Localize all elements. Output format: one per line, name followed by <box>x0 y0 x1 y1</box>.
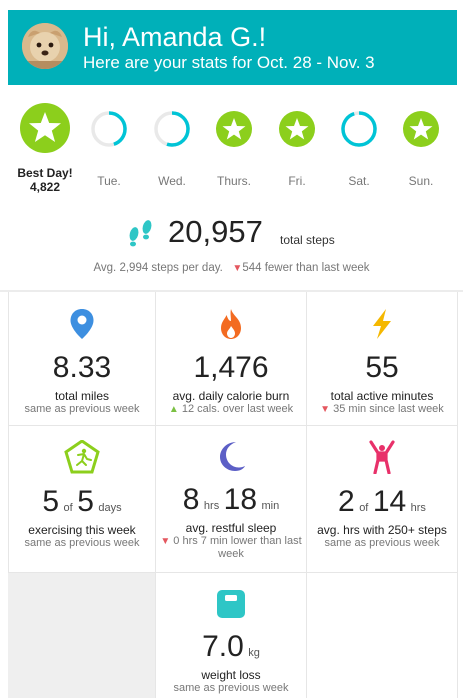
miles-sub: same as previous week <box>24 403 140 415</box>
exercise-badge-icon <box>64 439 100 474</box>
stat-card-miles[interactable]: 8.33 total miles same as previous week <box>8 308 156 416</box>
day-sun[interactable] <box>390 110 452 148</box>
calories-sub: 12 cals. over last week <box>181 403 294 415</box>
best-day-steps: 4,822 <box>29 180 61 194</box>
day-label-thurs: Thurs. <box>216 174 251 188</box>
star-badge-icon <box>20 103 70 153</box>
exercise-label: exercising this week <box>28 523 136 537</box>
grid-divider <box>8 425 457 426</box>
scale-icon <box>217 590 245 618</box>
exercise-value-row: 5 of 5 days <box>8 485 156 519</box>
star-badge-icon <box>216 111 252 147</box>
day-best[interactable] <box>14 102 76 154</box>
day-label-fri: Fri. <box>288 174 306 188</box>
flame-icon <box>221 309 241 339</box>
hourly-steps-sub: same as previous week <box>324 537 440 549</box>
empty-cell <box>8 573 155 698</box>
day-label-sun: Sun. <box>408 174 434 188</box>
steps-summary: Avg. 2,994 steps per day. ▼544 fewer tha… <box>0 262 463 274</box>
progress-ring-icon <box>341 111 377 147</box>
hourly-steps-value: 2 <box>338 485 355 518</box>
star-badge-icon <box>403 111 439 147</box>
greeting-subtitle: Here are your stats for Oct. 28 - Nov. 3 <box>83 53 375 72</box>
best-day-label: Best Day! 4,822 <box>14 166 76 194</box>
calories-label: avg. daily calorie burn <box>172 389 290 403</box>
grid-divider <box>306 292 307 572</box>
day-label-sat: Sat. <box>348 174 370 188</box>
footsteps-icon <box>129 220 152 247</box>
greeting-title: Hi, Amanda G.! <box>83 22 267 52</box>
avg-steps-text: Avg. 2,994 steps per day. <box>93 262 223 274</box>
miles-label: total miles <box>54 389 110 403</box>
sleep-label: avg. restful sleep <box>185 521 277 535</box>
weight-unit: kg <box>248 647 260 659</box>
grid-divider <box>8 292 9 698</box>
avatar[interactable] <box>22 23 68 69</box>
grid-divider <box>8 572 457 573</box>
exercise-goal: 5 <box>77 485 94 518</box>
day-label-wed: Wed. <box>158 174 186 188</box>
location-pin-icon <box>70 309 94 339</box>
hourly-steps-unit: hrs <box>410 502 426 514</box>
stat-card-calories[interactable]: 1,476 avg. daily calorie burn ▲ 12 cals.… <box>157 308 305 416</box>
stat-card-active-minutes[interactable]: 55 total active minutes ▼ 35 min since l… <box>308 308 456 416</box>
weight-value: 7.0 <box>202 630 244 663</box>
active-minutes-label: total active minutes <box>330 389 434 403</box>
sleep-value-row: 8 hrs 18 min <box>157 483 305 517</box>
hourly-steps-label: avg. hrs with 250+ steps <box>317 523 447 537</box>
grid-divider <box>306 573 307 698</box>
exercise-value: 5 <box>42 485 60 518</box>
star-badge-icon <box>279 111 315 147</box>
exercise-unit: days <box>98 502 122 514</box>
trend-down-icon: ▼ <box>320 404 331 415</box>
day-sat[interactable] <box>328 110 390 148</box>
steps-compare-text: 544 fewer than last week <box>242 262 370 274</box>
divider <box>0 290 463 292</box>
total-steps-value: 20,957 <box>168 214 263 249</box>
exercise-sub: same as previous week <box>24 537 140 549</box>
sleep-hours-unit: hrs <box>203 500 220 512</box>
day-thurs[interactable] <box>203 110 265 148</box>
calories-value: 1,476 <box>193 351 269 384</box>
weight-value-row: 7.0 kg <box>157 630 305 664</box>
sleep-sub-row: ▼ 0 hrs 7 min lower than last week <box>157 535 305 561</box>
stat-card-hourly-steps[interactable]: 2 of 14 hrs avg. hrs with 250+ steps sam… <box>308 440 456 550</box>
sleep-sub: 0 hrs 7 min lower than last week <box>173 535 302 560</box>
total-steps-unit: total steps <box>280 233 335 247</box>
active-minutes-value: 55 <box>365 351 399 384</box>
hourly-steps-value-row: 2 of 14 hrs <box>308 485 456 519</box>
miles-value: 8.33 <box>52 351 112 384</box>
grid-divider <box>457 292 458 698</box>
day-wed[interactable] <box>141 110 203 148</box>
grid-divider <box>155 573 156 698</box>
progress-ring-icon <box>154 111 190 147</box>
stat-card-sleep[interactable]: 8 hrs 18 min avg. restful sleep ▼ 0 hrs … <box>157 440 305 561</box>
grid-divider <box>155 292 156 572</box>
trend-down-icon: ▼ <box>160 536 171 547</box>
day-tue[interactable] <box>78 110 140 148</box>
stat-card-exercise[interactable]: 5 of 5 days exercising this week same as… <box>8 439 156 550</box>
active-minutes-sub-row: ▼ 35 min since last week <box>308 403 456 416</box>
best-day-title: Best Day! <box>17 166 73 180</box>
lightning-icon <box>373 309 391 339</box>
stretching-person-icon <box>369 440 395 475</box>
exercise-of: of <box>63 502 73 514</box>
moon-icon <box>220 442 245 471</box>
trend-up-icon: ▲ <box>168 404 179 415</box>
sleep-minutes-unit: min <box>261 500 280 512</box>
weight-sub: same as previous week <box>173 682 289 694</box>
hourly-steps-goal: 14 <box>372 485 407 518</box>
day-label-tue: Tue. <box>97 174 121 188</box>
stat-card-weight[interactable]: 7.0 kg weight loss same as previous week <box>157 589 305 695</box>
weight-label: weight loss <box>201 668 261 682</box>
calories-sub-row: ▲ 12 cals. over last week <box>157 403 305 416</box>
sleep-hours: 8 <box>182 483 200 516</box>
hourly-steps-of: of <box>359 502 369 514</box>
header-banner: Hi, Amanda G.! Here are your stats for O… <box>8 10 457 85</box>
active-minutes-sub: 35 min since last week <box>333 403 444 415</box>
sleep-minutes: 18 <box>223 483 258 516</box>
trend-down-icon: ▼ <box>232 263 243 274</box>
day-fri[interactable] <box>266 110 328 148</box>
progress-ring-icon <box>91 111 127 147</box>
